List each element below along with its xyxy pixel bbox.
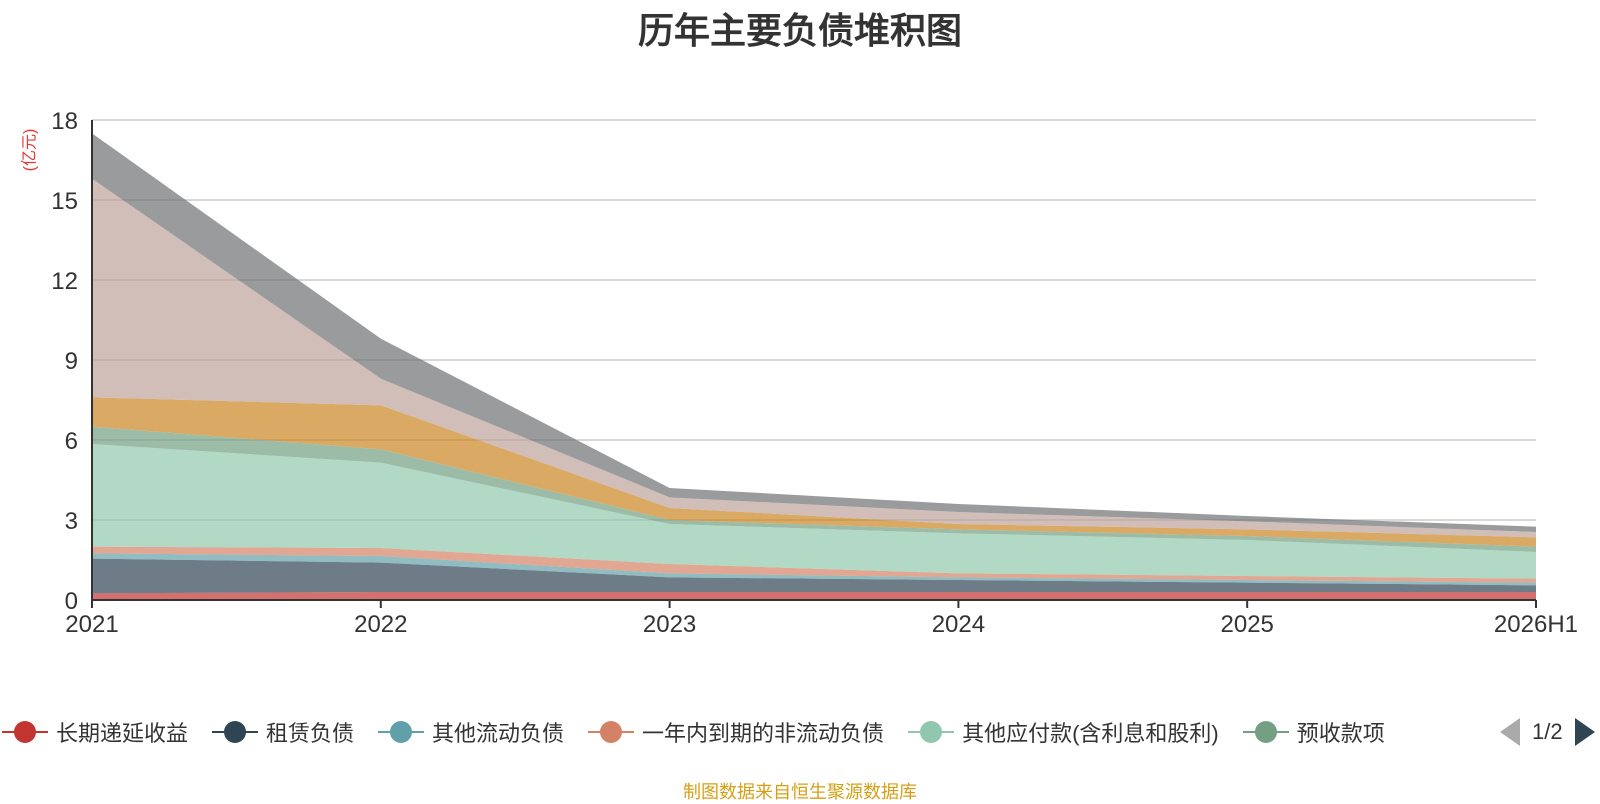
area-series-1[interactable] [92, 558, 1536, 594]
legend-label: 一年内到期的非流动负债 [642, 721, 885, 746]
x-tick-label: 2024 [932, 611, 985, 638]
legend-item[interactable]: 一年内到期的非流动负债 [586, 712, 884, 752]
y-tick-label: 12 [51, 268, 78, 295]
legend-prev-page-icon[interactable] [1500, 718, 1520, 746]
legend-marker-icon [210, 717, 260, 747]
area-series-0[interactable] [92, 592, 1536, 600]
legend-item[interactable]: 其他应付款(含利息和股利) [906, 712, 1219, 752]
y-tick-label: 9 [65, 348, 78, 375]
area-series-4[interactable] [92, 444, 1536, 579]
legend-marker-icon [586, 717, 636, 747]
legend-label: 其他流动负债 [432, 721, 565, 746]
legend-item[interactable]: 租赁负债 [210, 712, 354, 752]
x-tick-label: 2023 [643, 611, 696, 638]
data-source-note: 制图数据来自恒生聚源数据库 [683, 782, 917, 802]
area-chart-plot: 0 3 6 9 12 15 18 2021 2022 2023 2024 2025 2026H1 [51, 108, 1578, 638]
legend-label: 其他应付款(含利息和股利) [962, 721, 1219, 746]
y-tick-label: 6 [65, 428, 78, 455]
legend-item[interactable]: 其他流动负债 [376, 712, 564, 752]
x-tick-label: 2026H1 [1494, 611, 1578, 638]
legend-page-indicator: 1/2 [1532, 719, 1563, 744]
x-tick-label: 2022 [354, 611, 407, 638]
legend-label: 预收款项 [1296, 721, 1385, 746]
legend-marker-icon [376, 717, 426, 747]
area-series-6[interactable] [92, 397, 1536, 547]
chart-title: 历年主要负债堆积图 [637, 10, 962, 51]
legend: 长期递延收益 租赁负债 其他流动负债 一年内到期的非流动负债 其他应付款(含利息和股利)… [0, 712, 1482, 752]
x-tick-label: 2021 [65, 611, 118, 638]
legend-label: 租赁负债 [266, 721, 355, 746]
y-tick-label: 3 [65, 508, 78, 535]
legend-marker-icon [0, 717, 50, 747]
y-tick-label: 0 [65, 588, 78, 615]
axes: 0 3 6 9 12 15 18 2021 2022 2023 2024 2025 2026H1 [51, 108, 1578, 638]
x-tick-label: 2025 [1221, 611, 1274, 638]
legend-marker-icon [1241, 717, 1291, 747]
legend-marker-icon [906, 717, 956, 747]
legend-pager: 1/2 [1500, 712, 1595, 752]
stacked-areas [92, 133, 1536, 600]
legend-next-page-icon[interactable] [1574, 718, 1595, 746]
area-series-2[interactable] [92, 553, 1536, 586]
y-tick-label: 15 [51, 188, 78, 215]
legend-item[interactable]: 预收款项 [1241, 712, 1385, 752]
legend-label: 长期递延收益 [56, 721, 189, 746]
y-tick-label: 18 [51, 108, 78, 135]
legend-item[interactable]: 长期递延收益 [0, 712, 188, 752]
area-series-5[interactable] [92, 426, 1536, 552]
area-series-3[interactable] [92, 546, 1536, 583]
